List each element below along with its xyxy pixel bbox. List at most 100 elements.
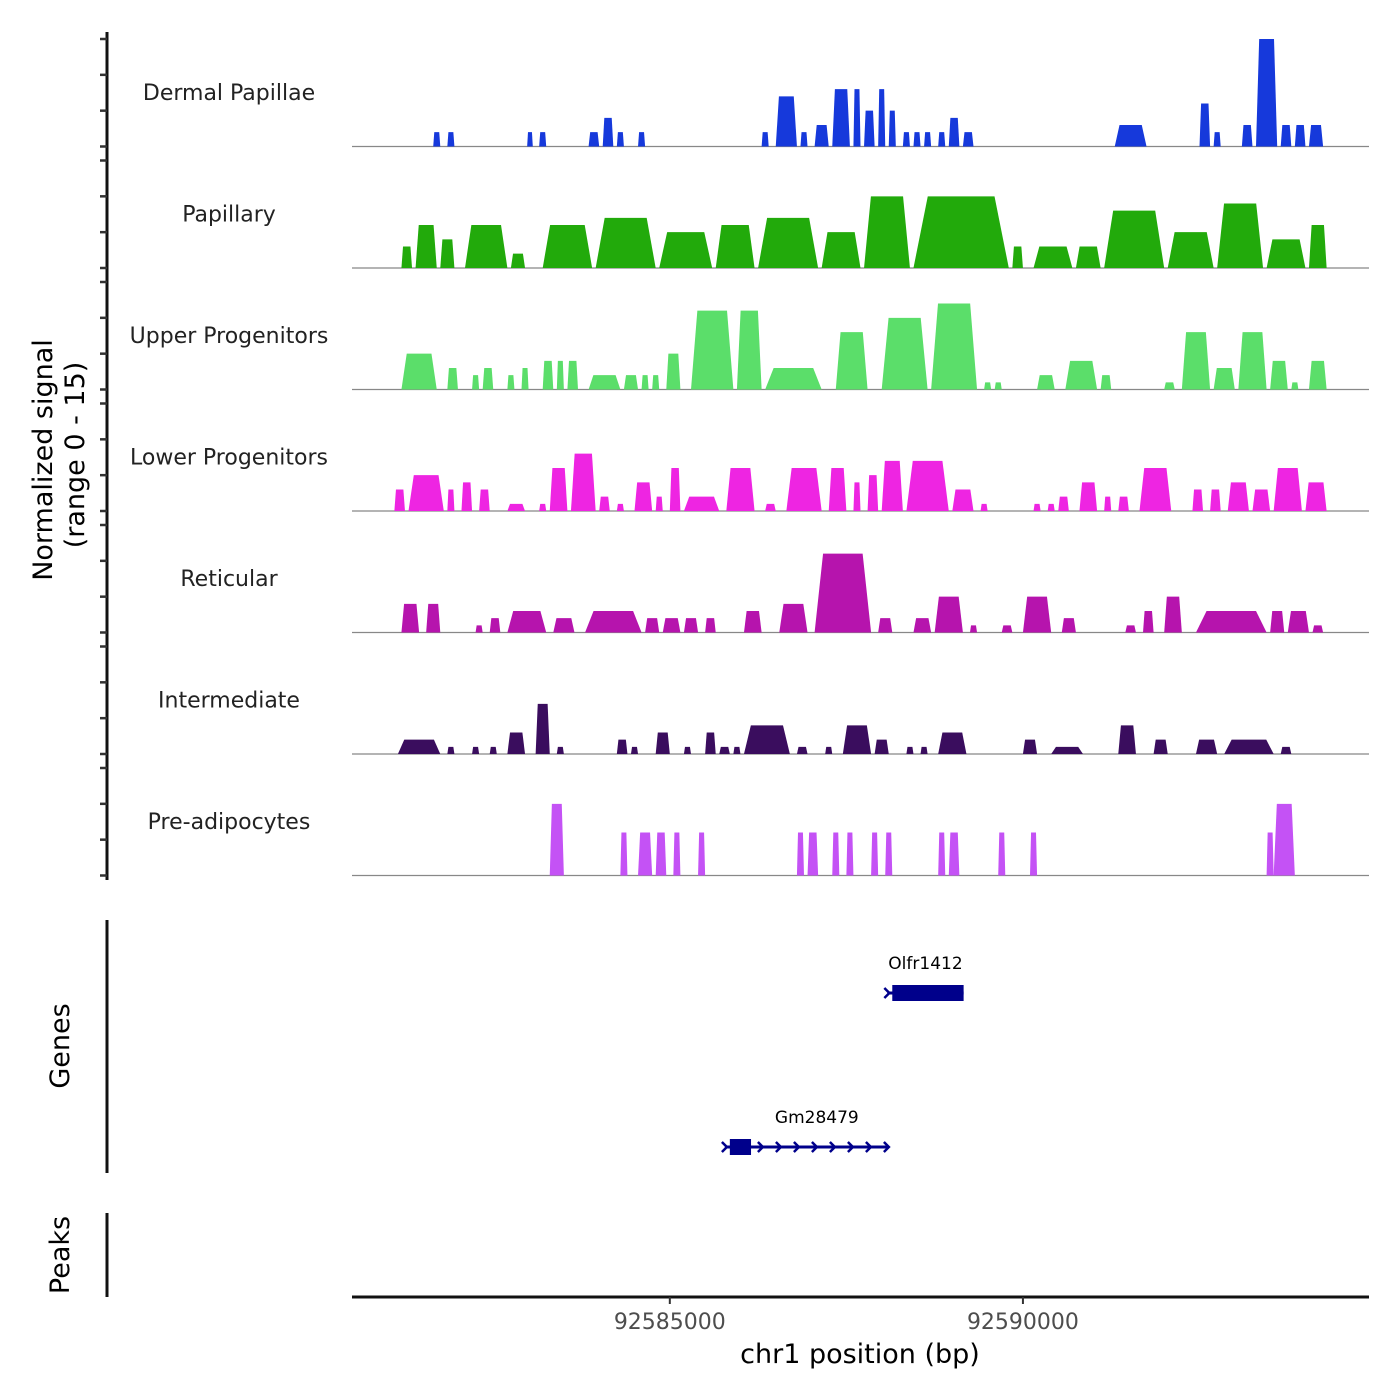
signal-peak: [906, 460, 949, 511]
signal-peak: [821, 232, 861, 268]
signal-peak: [1266, 239, 1306, 268]
signal-peak: [447, 368, 458, 390]
signal-peak: [433, 132, 441, 147]
signal-peak: [705, 618, 716, 633]
signal-peak: [510, 253, 526, 268]
signal-peak: [934, 596, 963, 633]
signal-peak: [683, 496, 720, 511]
signal-peak: [507, 611, 547, 633]
track-label: Dermal Papillae: [143, 81, 315, 106]
genes-panel: Genes Olfr1412 Gm28479: [45, 920, 964, 1173]
signal-peak: [539, 132, 547, 147]
signal-peak: [888, 110, 896, 147]
signal-peak: [1104, 210, 1165, 268]
signal-peak: [913, 132, 921, 147]
track-reticular: Reticular: [180, 553, 1369, 634]
signal-peak: [765, 368, 822, 390]
signal-peak: [1058, 496, 1069, 511]
signal-peak: [807, 832, 819, 876]
signal-peak: [853, 89, 861, 147]
signal-peak: [761, 132, 769, 147]
signal-peak: [1308, 360, 1327, 390]
signal-peak: [401, 246, 413, 268]
track-label: Pre-adipocytes: [148, 810, 311, 835]
signal-peak: [814, 125, 829, 147]
signal-peak: [1195, 739, 1218, 754]
gene-label: Gm28479: [775, 1108, 859, 1128]
signal-peak: [878, 89, 886, 147]
signal-peak: [874, 739, 889, 754]
signal-peak: [885, 832, 893, 876]
signal-peak: [472, 746, 480, 754]
signal-peak: [507, 375, 515, 390]
signal-peak: [969, 625, 978, 633]
signal-peak: [1033, 246, 1073, 268]
signal-peak: [1256, 39, 1278, 147]
signal-peak: [595, 217, 656, 268]
signal-peak: [846, 832, 854, 876]
signal-peak: [705, 732, 716, 754]
signal-peak: [1217, 203, 1264, 268]
signal-peak: [1104, 496, 1112, 511]
signal-peak: [832, 832, 840, 876]
signal-peak: [832, 89, 850, 147]
signal-peak: [542, 225, 593, 268]
signal-peak: [1280, 125, 1292, 147]
signal-peak: [938, 732, 967, 754]
signal-peak: [673, 832, 681, 876]
signal-peak: [426, 603, 441, 633]
y-axis-title-line1: Normalized signal: [28, 339, 59, 581]
signal-peak: [1114, 125, 1147, 147]
signal-peak: [447, 746, 455, 754]
signal-peak: [871, 832, 879, 876]
signal-peak: [567, 360, 578, 390]
signal-peak: [842, 725, 872, 754]
genes-axis-title: Genes: [45, 1003, 76, 1088]
signal-peak: [1241, 125, 1253, 147]
strand-arrow-icon: [883, 1141, 891, 1153]
signal-peak: [962, 132, 974, 147]
signal-peak: [655, 832, 667, 876]
signal-peak: [881, 317, 928, 390]
signal-peak: [1047, 503, 1055, 511]
track-pre-adipocytes: Pre-adipocytes: [148, 803, 1369, 877]
signal-peak: [1125, 625, 1136, 633]
signal-peak: [902, 132, 910, 147]
signal-peak: [634, 482, 653, 511]
signal-peak: [1075, 246, 1101, 268]
signal-peak: [641, 375, 649, 390]
strand-arrow-icon: [721, 1141, 729, 1153]
strand-arrow-icon: [739, 1141, 747, 1153]
signal-peak: [1308, 225, 1327, 268]
track-lower-progenitors: Lower Progenitors: [130, 446, 1369, 512]
signal-peak: [1213, 132, 1221, 147]
signal-peak: [913, 196, 1009, 268]
signal-peak: [482, 368, 494, 390]
signal-peak: [1033, 503, 1041, 511]
signal-peak: [743, 611, 762, 633]
strand-arrow-icon: [955, 987, 964, 999]
signal-peak: [623, 375, 639, 390]
signal-peak: [630, 746, 639, 754]
signal-peak: [1195, 611, 1267, 633]
signal-peak: [867, 475, 879, 511]
signal-peak: [489, 746, 497, 754]
signal-peak: [507, 732, 526, 754]
track-label: Upper Progenitors: [130, 324, 329, 349]
signal-peak: [864, 110, 875, 147]
signal-peak: [758, 217, 819, 268]
signal-peak: [1022, 596, 1052, 633]
y-ticks: [100, 37, 107, 877]
signal-peak: [906, 746, 914, 754]
signal-peak: [1022, 739, 1038, 754]
signal-peak: [585, 611, 642, 633]
signal-peak: [479, 489, 490, 511]
signal-peak: [765, 503, 776, 511]
signal-peak: [655, 496, 663, 511]
signal-peak: [1153, 739, 1168, 754]
signal-peak: [1308, 125, 1324, 147]
signal-peak: [1312, 625, 1324, 633]
signal-peak: [447, 132, 455, 147]
signal-peak: [683, 618, 699, 633]
signal-peak: [1252, 489, 1271, 511]
